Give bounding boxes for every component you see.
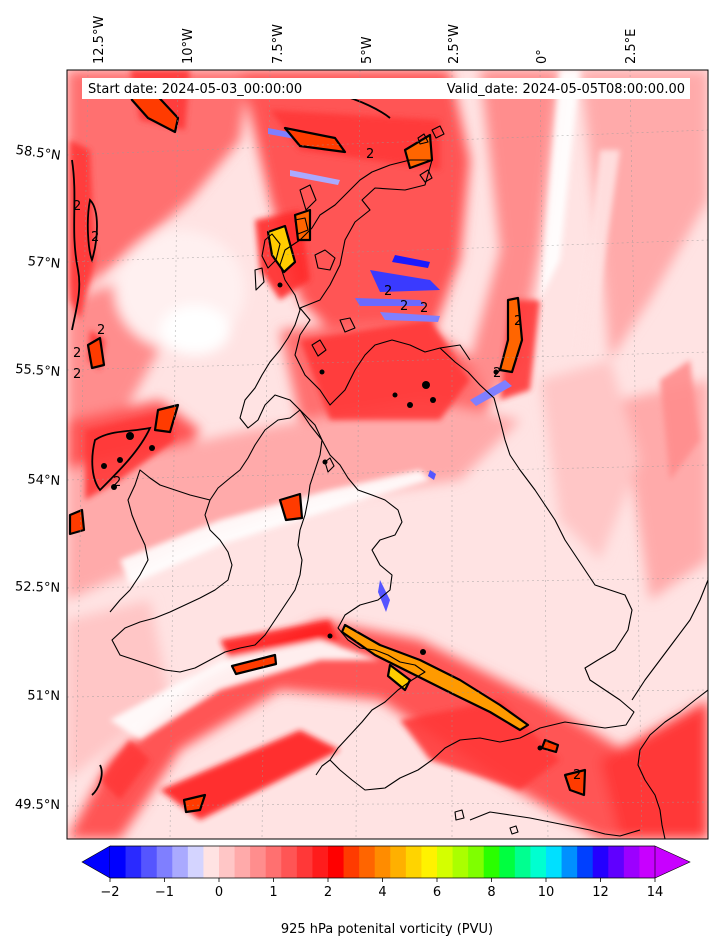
- colorbar-swatch: [234, 846, 251, 878]
- colorbar-tick-label: 2: [324, 885, 332, 900]
- colorbar-tick-label: 8: [487, 885, 495, 900]
- colorbar-swatch: [172, 846, 189, 878]
- colorbar-swatch: [265, 846, 282, 878]
- colorbar-swatch: [187, 846, 205, 878]
- latitude-labels: 58.5°N 57°N 55.5°N 54°N 52.5°N 51°N 49.5…: [15, 143, 62, 813]
- date-box: [82, 78, 690, 99]
- pv-field-shading: [67, 70, 708, 839]
- pv-dots: [101, 282, 543, 751]
- contour-label: 2: [493, 366, 501, 381]
- map-area: 2 2 2 2 2 2 2 2 2 2 2 2 2: [67, 70, 708, 839]
- lat-label: 57°N: [27, 254, 61, 272]
- map-frame: [66, 69, 709, 840]
- ireland-coast: [109, 409, 323, 673]
- contour-label: 2: [400, 299, 408, 314]
- colorbar-swatch: [281, 846, 298, 878]
- start-date-label: Start date: 2024-05-03_00:00:00: [88, 82, 302, 97]
- colorbar-swatch: [110, 846, 127, 878]
- longitude-labels: 12.5°W 10°W 7.5°W 5°W 2.5°W 0° 2.5°E: [92, 16, 639, 64]
- contour-label: 2: [573, 768, 581, 783]
- colorbar-swatch: [608, 846, 625, 878]
- isle-of-man: [324, 457, 335, 473]
- colorbar-swatch: [499, 846, 516, 878]
- lon-label: 2.5°E: [624, 29, 639, 64]
- pv-2-contours-thin: [71, 94, 391, 796]
- colorbar-swatch: [374, 846, 391, 878]
- contour-label: 2: [514, 314, 522, 329]
- colorbar-swatch: [125, 846, 142, 878]
- colorbar-tick-label: 12: [592, 885, 609, 900]
- lon-label: 5°W: [360, 36, 375, 64]
- colorbar-over-arrow: [654, 845, 691, 879]
- colorbar-swatch: [312, 846, 329, 878]
- colorbar-tick-label: −1: [155, 885, 174, 900]
- colorbar-tick-label: 0: [215, 885, 223, 900]
- colorbar-swatch: [483, 846, 500, 878]
- lon-label: 10°W: [181, 28, 196, 64]
- contour-label: 2: [73, 199, 81, 214]
- colorbar-swatch: [592, 846, 609, 878]
- contour-label: 2: [73, 367, 81, 382]
- colorbar-swatch: [623, 846, 641, 878]
- colorbar-swatch: [141, 846, 158, 878]
- colorbar-tick-label: −2: [100, 885, 119, 900]
- colorbar-tick-label: 10: [538, 885, 555, 900]
- lon-label: 12.5°W: [92, 16, 107, 64]
- contour-label: 2: [420, 301, 428, 316]
- colorbar-swatch: [546, 846, 563, 878]
- colorbar-swatch: [250, 846, 267, 878]
- colorbar-tick-label: 6: [433, 885, 441, 900]
- colorbar-label: 925 hPa potenital vorticity (PVU): [281, 922, 493, 937]
- lat-label: 51°N: [27, 688, 60, 704]
- graticule: [67, 70, 708, 839]
- pv-2-contours: [68, 80, 587, 814]
- colorbar-under-arrow: [81, 845, 111, 879]
- coastlines: [109, 125, 708, 839]
- colorbar-swatch: [577, 846, 594, 878]
- contour-label: 2: [384, 284, 392, 299]
- colorbar-tick-label: 1: [269, 885, 277, 900]
- colorbar-swatch: [405, 846, 423, 878]
- lat-label: 52.5°N: [15, 579, 61, 596]
- colorbar-swatch: [359, 846, 376, 878]
- lon-label: 0°: [535, 49, 550, 64]
- lat-label: 55.5°N: [15, 362, 61, 380]
- colorbar-swatch: [452, 846, 469, 878]
- contour-label: 2: [73, 346, 81, 361]
- colorbar-swatch: [219, 846, 236, 878]
- colorbar-swatch: [390, 846, 407, 878]
- contour-label: 2: [366, 147, 374, 162]
- lon-label: 2.5°W: [447, 24, 462, 64]
- colorbar-swatch: [343, 846, 360, 878]
- colorbar-swatch: [328, 846, 345, 878]
- lat-label: 49.5°N: [15, 797, 60, 813]
- colorbar: −2 −1 0 1 2 4 6 8 10 12 14: [81, 845, 691, 900]
- contour-label: 2: [91, 230, 99, 245]
- colorbar-swatch: [296, 846, 314, 878]
- colorbar-swatch: [468, 846, 485, 878]
- contour-label: 2: [97, 323, 105, 338]
- contour-labels: 2 2 2 2 2 2 2 2 2 2 2 2 2: [73, 147, 581, 783]
- great-britain-coast: [239, 159, 635, 791]
- colorbar-swatch: [437, 846, 454, 878]
- continent-coast: [637, 689, 708, 839]
- colorbar-swatch: [421, 846, 438, 878]
- valid-date-label: Valid_date: 2024-05-05T08:00:00.00: [447, 82, 685, 97]
- colorbar-swatch: [203, 846, 220, 878]
- western-isles: [254, 184, 317, 291]
- colorbar-swatch: [561, 846, 578, 878]
- lat-label: 58.5°N: [15, 143, 62, 164]
- colorbar-swatch: [514, 846, 532, 878]
- colorbar-swatch: [156, 846, 173, 878]
- colorbar-tick-label: 14: [647, 885, 664, 900]
- lat-label: 54°N: [27, 472, 61, 489]
- colorbar-swatch: [639, 846, 656, 878]
- colorbar-swatch: [530, 846, 547, 878]
- colorbar-tick-label: 4: [378, 885, 386, 900]
- lon-label: 7.5°W: [271, 24, 286, 64]
- contour-label: 2: [113, 475, 121, 490]
